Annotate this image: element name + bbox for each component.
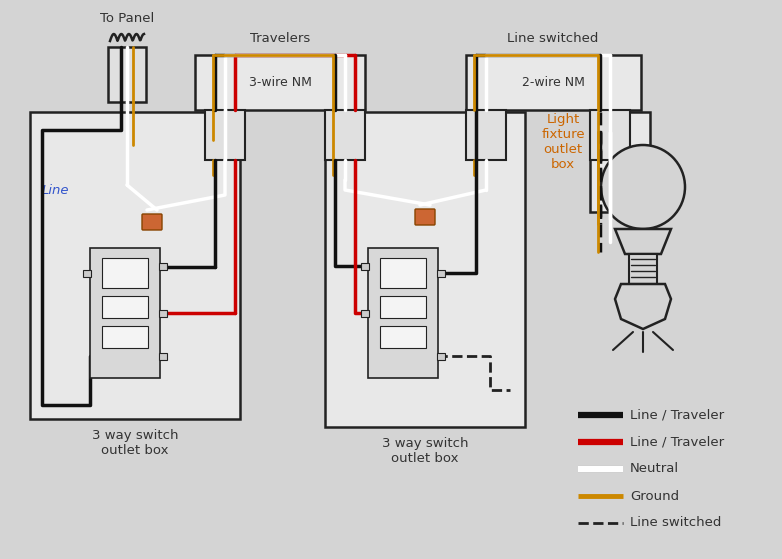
Text: 3 way switch
outlet box: 3 way switch outlet box xyxy=(382,437,468,465)
Bar xyxy=(325,110,365,160)
Bar xyxy=(195,55,365,110)
Bar xyxy=(466,110,506,160)
Bar xyxy=(108,47,146,102)
Bar xyxy=(590,112,650,212)
Circle shape xyxy=(601,145,685,229)
Polygon shape xyxy=(615,284,671,329)
Bar xyxy=(368,248,438,378)
Text: 3 way switch
outlet box: 3 way switch outlet box xyxy=(91,429,178,457)
Bar xyxy=(380,258,426,288)
Bar xyxy=(159,353,167,360)
Text: Line switched: Line switched xyxy=(630,517,721,529)
Bar xyxy=(83,270,91,277)
Text: Line switched: Line switched xyxy=(508,31,599,45)
Bar xyxy=(437,353,445,360)
Bar xyxy=(205,110,245,160)
Bar xyxy=(30,112,240,419)
Text: Ground: Ground xyxy=(630,490,679,503)
Text: To Panel: To Panel xyxy=(100,12,154,25)
Polygon shape xyxy=(615,229,671,254)
Text: Line / Traveler: Line / Traveler xyxy=(630,435,724,448)
Bar xyxy=(380,326,426,348)
Text: Line: Line xyxy=(42,183,70,197)
Text: 2-wire NM: 2-wire NM xyxy=(522,75,584,88)
Bar xyxy=(380,296,426,318)
Text: Neutral: Neutral xyxy=(630,462,679,476)
Text: Light
fixture
outlet
box: Light fixture outlet box xyxy=(541,113,585,171)
Bar xyxy=(102,258,148,288)
Bar xyxy=(102,296,148,318)
Bar xyxy=(159,263,167,270)
Bar xyxy=(159,310,167,317)
Bar xyxy=(590,110,630,160)
Bar xyxy=(361,263,369,270)
Bar xyxy=(325,112,525,427)
FancyBboxPatch shape xyxy=(142,214,162,230)
Bar xyxy=(102,326,148,348)
Bar xyxy=(90,248,160,378)
Text: Travelers: Travelers xyxy=(250,31,310,45)
Bar xyxy=(466,55,641,110)
Bar xyxy=(361,310,369,317)
Bar xyxy=(629,254,657,284)
Text: Line / Traveler: Line / Traveler xyxy=(630,409,724,421)
FancyBboxPatch shape xyxy=(415,209,435,225)
Bar xyxy=(437,270,445,277)
Text: 3-wire NM: 3-wire NM xyxy=(249,75,311,88)
